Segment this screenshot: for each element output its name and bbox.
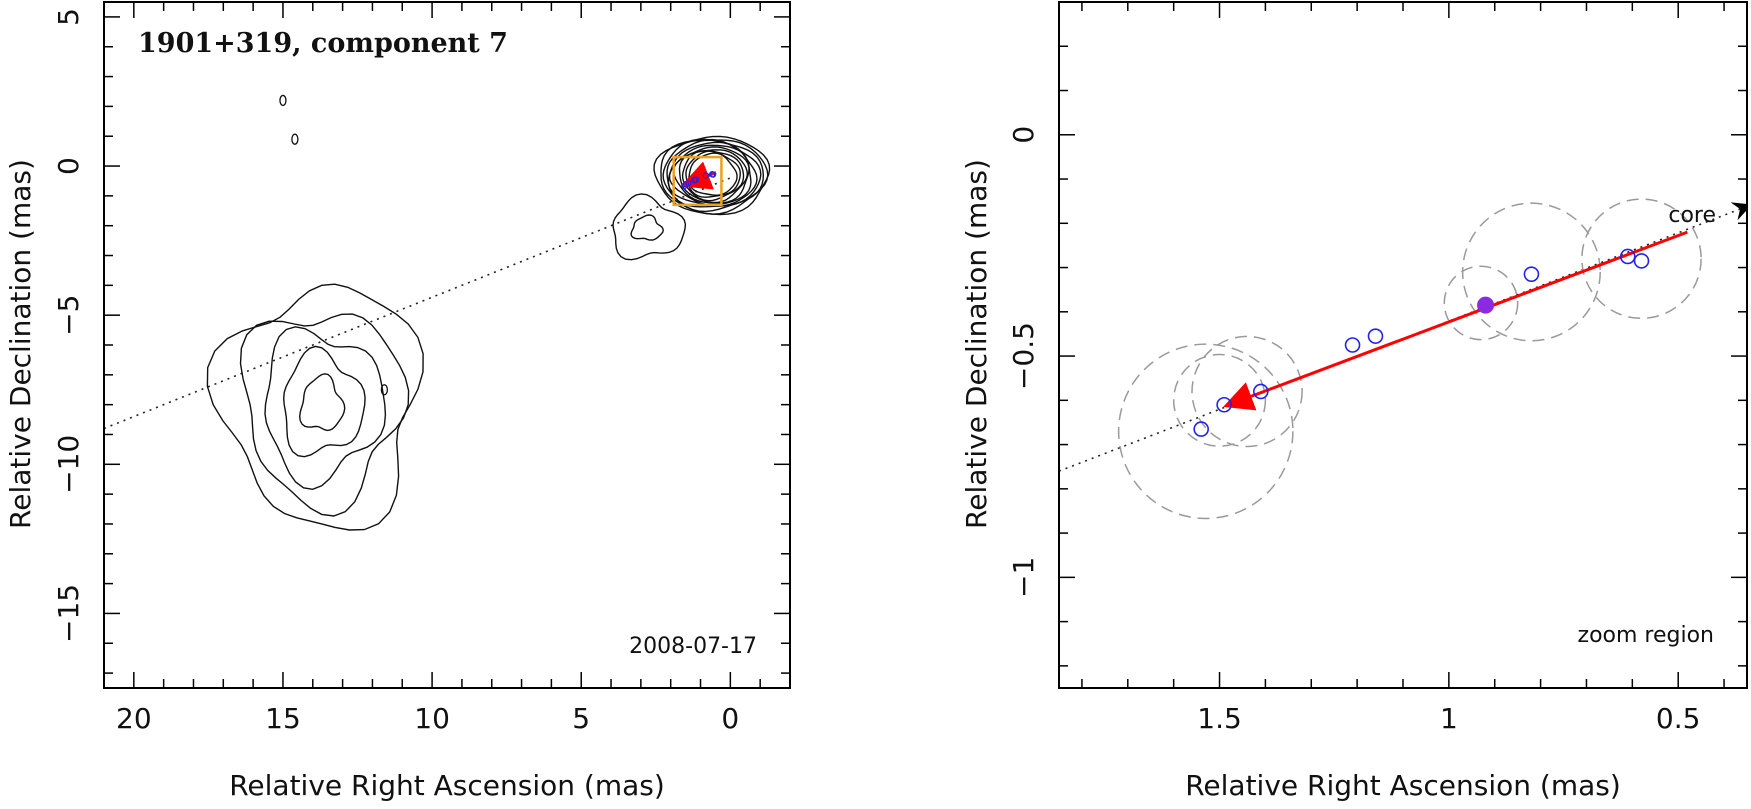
component-position bbox=[1216, 396, 1232, 413]
left-x-tick-label: 5 bbox=[572, 702, 590, 735]
left-component-point bbox=[702, 172, 710, 179]
component-position bbox=[1253, 383, 1269, 400]
right-y-tick-label: 0 bbox=[1007, 126, 1040, 144]
right-x-tick-label: 1.5 bbox=[1197, 702, 1242, 735]
zoom-region-box bbox=[672, 155, 723, 207]
right-y-tick-label: −1 bbox=[1007, 557, 1040, 598]
component-position bbox=[1523, 266, 1540, 282]
core-label: core bbox=[1668, 203, 1716, 228]
uncertainty-circle bbox=[1117, 343, 1294, 520]
left-y-axis-label: Relative Declination (mas) bbox=[4, 159, 37, 529]
contour-lobe-south bbox=[239, 313, 410, 517]
contour-core-blob bbox=[667, 141, 758, 207]
contour-core-blob bbox=[653, 135, 771, 216]
left-component-point bbox=[709, 171, 717, 178]
left-y-tick-label: −5 bbox=[52, 295, 85, 336]
uncertainty-circle bbox=[1172, 353, 1267, 447]
contour-lobe-south bbox=[282, 345, 366, 458]
right-plot-frame bbox=[1058, 1, 1748, 689]
right-y-tick-label: −0.5 bbox=[1007, 322, 1040, 390]
left-y-tick-label: 0 bbox=[52, 157, 85, 175]
right-panel: 1.5 1 0.5 0 −0.5 −1 core zoom region Relative… bbox=[960, 1, 1748, 802]
left-y-tick-label: 5 bbox=[52, 8, 85, 26]
left-y-tick-label: −15 bbox=[52, 584, 85, 643]
contour-lobe-south bbox=[264, 326, 387, 491]
component-position bbox=[1193, 421, 1209, 437]
right-component-track bbox=[1223, 230, 1688, 411]
left-x-tick-label: 15 bbox=[265, 702, 301, 735]
right-x-axis-label: Relative Right Ascension (mas) bbox=[1185, 769, 1621, 802]
left-jet-axis-line bbox=[104, 177, 731, 430]
component-position bbox=[1633, 253, 1650, 269]
left-plot-frame bbox=[103, 1, 791, 689]
contour-lobe-south bbox=[298, 373, 346, 432]
left-component-point bbox=[692, 176, 699, 183]
contour-knot-east bbox=[612, 193, 687, 261]
left-x-tick-label: 0 bbox=[721, 702, 739, 735]
left-x-tick-label: 20 bbox=[116, 702, 152, 735]
right-zoom-label: zoom region bbox=[1578, 623, 1714, 648]
contour-speck bbox=[291, 133, 299, 145]
left-date-label: 2008-07-17 bbox=[629, 634, 757, 659]
uncertainty-circle bbox=[1443, 265, 1519, 341]
right-jet-axis-line bbox=[1059, 202, 1747, 472]
component-position bbox=[1344, 337, 1361, 353]
uncertainty-circle bbox=[1191, 335, 1303, 448]
contour-speck bbox=[279, 94, 287, 107]
right-y-axis-label: Relative Declination (mas) bbox=[960, 159, 993, 529]
contour-core-blob bbox=[662, 138, 765, 213]
left-y-tick-label: −10 bbox=[52, 435, 85, 494]
contour-knot-east bbox=[630, 214, 664, 241]
contour-lobe-south bbox=[206, 283, 424, 531]
component-position bbox=[1367, 328, 1384, 344]
left-x-tick-label: 10 bbox=[414, 702, 450, 735]
uncertainty-circle bbox=[1581, 198, 1702, 320]
contour-core-blob bbox=[678, 149, 749, 204]
left-x-axis-label: Relative Right Ascension (mas) bbox=[229, 769, 665, 802]
right-x-tick-label: 0.5 bbox=[1656, 702, 1701, 735]
left-component-point bbox=[685, 180, 692, 187]
component-position bbox=[1619, 248, 1636, 265]
left-panel: 20 15 10 5 0 5 0 −5 −10 −15 1901+319, component 7… bbox=[4, 1, 791, 802]
left-chart-title: 1901+319, component 7 bbox=[138, 28, 508, 59]
contour-speck bbox=[380, 384, 389, 396]
right-x-tick-label: 1 bbox=[1440, 702, 1458, 735]
contour-core-blob bbox=[660, 139, 769, 215]
highlighted-position bbox=[1477, 296, 1495, 314]
